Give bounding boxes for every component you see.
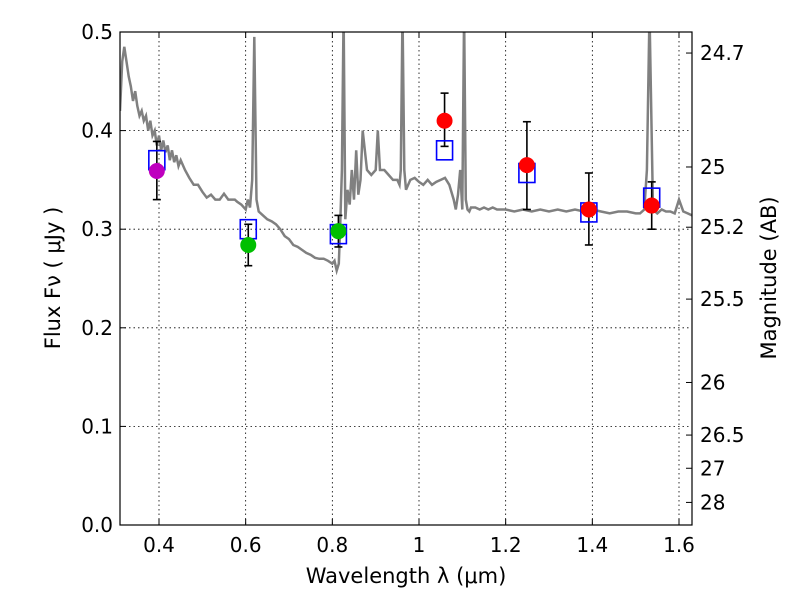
y2-tick-labels: 24.7 25 25.2 25.5 26 26.5 27 28 <box>700 41 745 514</box>
y2-tick-label: 26.5 <box>700 423 745 447</box>
observed-point <box>643 197 660 214</box>
y-tick-label: 0.5 <box>81 20 113 44</box>
y2-tick-label: 25.2 <box>700 215 745 239</box>
y2-tick-label: 27 <box>700 456 725 480</box>
model-spectrum-line <box>120 32 692 276</box>
y-tick-label: 0.2 <box>81 316 113 340</box>
y2-tick-label: 25.5 <box>700 287 745 311</box>
y-tick-label: 0.3 <box>81 217 113 241</box>
y2-tick-label: 28 <box>700 490 725 514</box>
y-axis-label: Flux Fν ( μJy ) <box>41 207 65 350</box>
x-tick-label: 0.4 <box>143 533 175 557</box>
x-tick-label: 0.8 <box>316 533 348 557</box>
x-tick-label: 1 <box>413 533 426 557</box>
observed-point <box>240 236 257 253</box>
y2-tick-label: 25 <box>700 155 725 179</box>
observed-point <box>436 112 453 129</box>
x-tick-label: 1.2 <box>490 533 522 557</box>
y2-tick-label: 24.7 <box>700 41 745 65</box>
observed-point <box>580 201 597 218</box>
y2-axis-label: Magnitude (AB) <box>757 196 781 359</box>
y-tick-labels: 0.0 0.1 0.2 0.3 0.4 0.5 <box>81 20 113 537</box>
x-tick-labels: 0.4 0.6 0.8 1 1.2 1.4 1.6 <box>143 533 695 557</box>
x-axis-label: Wavelength λ (μm) <box>306 564 507 588</box>
observed-point <box>148 163 165 180</box>
y2-tick-label: 26 <box>700 370 725 394</box>
x-tick-label: 0.6 <box>230 533 262 557</box>
y-tick-label: 0.1 <box>81 414 113 438</box>
observed-point <box>518 157 535 174</box>
y-tick-label: 0.4 <box>81 119 113 143</box>
observed-point <box>330 223 347 240</box>
grid <box>120 32 692 525</box>
observed-markers <box>148 112 660 253</box>
axis-ticks <box>120 31 692 526</box>
x-tick-label: 1.6 <box>663 533 695 557</box>
x-tick-label: 1.4 <box>576 533 608 557</box>
y-tick-label: 0.0 <box>81 513 113 537</box>
plot-frame <box>119 31 693 526</box>
model-marker <box>435 140 454 161</box>
